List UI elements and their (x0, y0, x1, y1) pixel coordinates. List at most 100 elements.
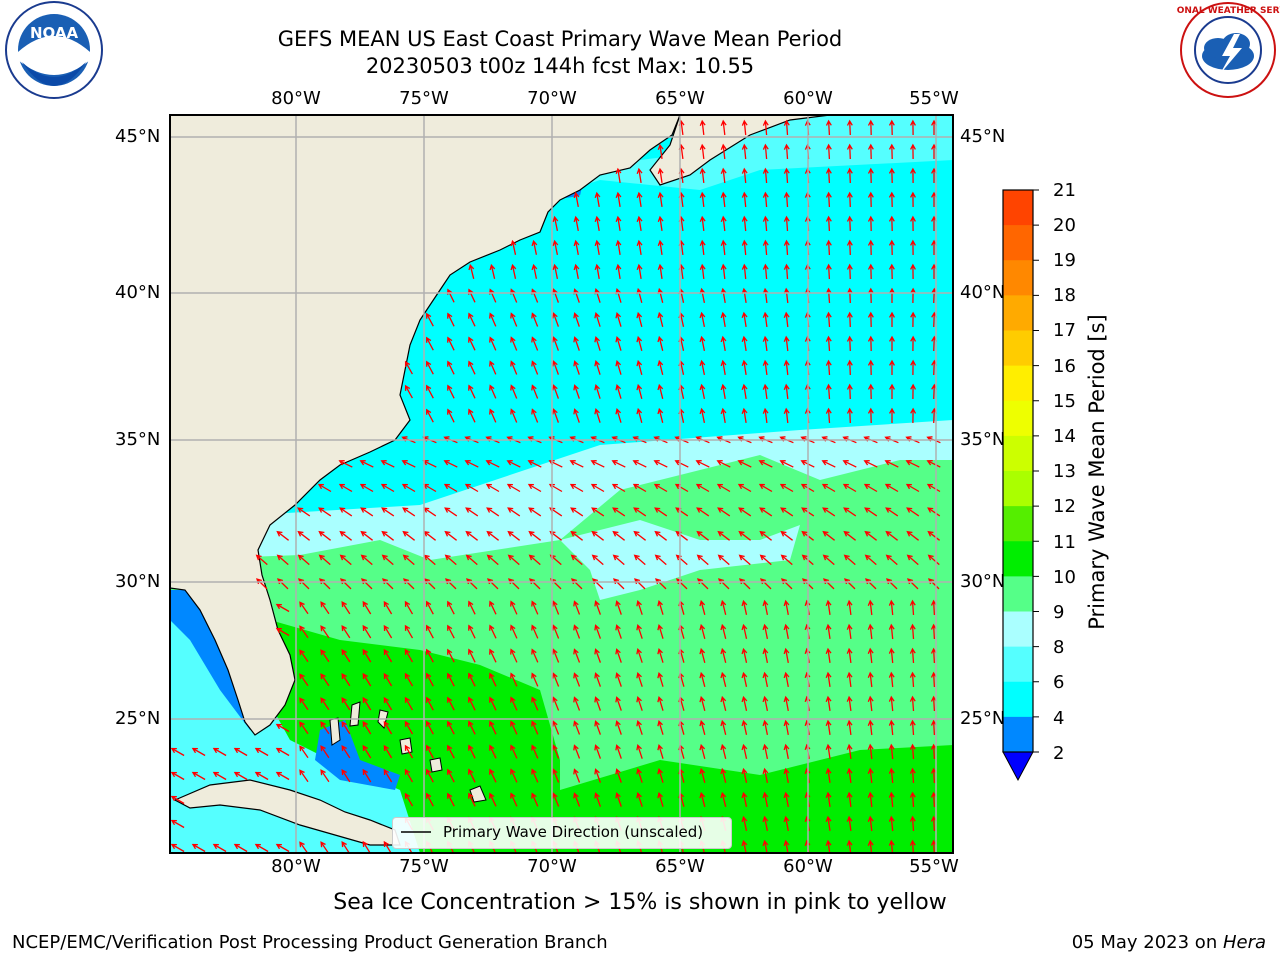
wave-arrow (615, 215, 622, 232)
wave-arrow (699, 407, 706, 424)
wave-arrow (699, 263, 706, 279)
wave-arrow (489, 672, 497, 687)
wave-arrow (758, 483, 773, 493)
wave-arrow (489, 696, 497, 711)
wave-arrow (843, 530, 856, 541)
nova-scotia-land (649, 115, 831, 186)
wave-arrow (888, 599, 895, 616)
wave-arrow (884, 483, 899, 493)
wave-arrow (825, 263, 832, 280)
wave-arrow (762, 671, 769, 688)
wave-arrow (699, 599, 706, 615)
wave-arrow (573, 672, 581, 687)
wave-arrow (212, 771, 227, 781)
wave-arrow (720, 599, 727, 615)
wave-arrow (888, 647, 895, 664)
wave-arrow (404, 744, 414, 759)
cbar-tick-6: 6 (1053, 672, 1065, 693)
wave-arrow (657, 215, 664, 231)
wave-arrow (926, 460, 941, 468)
wave-arrow (657, 600, 664, 615)
wave-arrow (425, 792, 434, 807)
wave-arrow (425, 624, 434, 639)
wave-arrow (401, 483, 416, 493)
wave-arrow (762, 287, 769, 303)
wave-arrow (825, 359, 832, 376)
wave-arrow (383, 672, 393, 687)
wave-arrow (612, 530, 625, 541)
wave-arrow (720, 647, 727, 663)
wave-arrow (825, 287, 832, 304)
gridlines (170, 115, 953, 853)
wave-arrow (320, 721, 330, 735)
wave-arrow (383, 768, 393, 783)
wave-arrow (720, 335, 727, 352)
wave-arrow (783, 287, 790, 304)
wave-arrow (297, 530, 310, 541)
wave-arrow (552, 360, 560, 375)
wave-arrow (425, 720, 434, 735)
wave-arrow (426, 360, 434, 375)
wave-arrow (741, 743, 748, 759)
wave-arrow (846, 647, 853, 663)
wave-arrow (275, 843, 290, 853)
wave-arrow (299, 841, 309, 853)
lat-label-25n-left: 25°N (115, 708, 161, 729)
wave-arrow (426, 336, 434, 351)
wave-arrow (594, 744, 602, 759)
wave-arrow (636, 359, 643, 375)
wave-arrow (783, 335, 790, 352)
wave-arrow (657, 359, 664, 375)
wave-arrow (889, 383, 895, 399)
cbar-tick-14: 14 (1053, 426, 1076, 447)
wave-arrow (531, 672, 539, 687)
wave-arrow (447, 768, 455, 783)
wave-arrow (212, 843, 227, 853)
wave-arrow (552, 384, 560, 399)
wave-arrow (636, 383, 643, 399)
wave-arrow (888, 215, 895, 232)
wave-arrow (863, 460, 878, 468)
wave-arrow (276, 530, 289, 541)
colorbar-swatch (1003, 190, 1033, 226)
wave-arrow (510, 360, 518, 375)
wave-arrow (510, 744, 518, 759)
wave-arrow (825, 791, 832, 807)
wave-arrow (383, 744, 393, 759)
cbar-tick-20: 20 (1053, 215, 1076, 236)
wave-arrow (636, 263, 643, 280)
date-prefix: 05 May 2023 on (1071, 932, 1223, 953)
wave-arrow (510, 336, 518, 351)
cbar-tick-17: 17 (1053, 320, 1076, 341)
wave-arrow (825, 671, 832, 687)
wave-arrow (510, 624, 518, 639)
wave-arrow (741, 383, 748, 400)
wave-arrow (531, 720, 539, 735)
wave-arrow (846, 407, 853, 424)
colorbar-swatch (1003, 260, 1033, 296)
wave-arrow (910, 119, 916, 136)
wave-arrow (594, 648, 602, 663)
wave-arrow (552, 600, 560, 615)
wave-arrow (170, 795, 185, 805)
lat-label-25n-right: 25°N (960, 708, 1006, 729)
wave-arrow (699, 647, 706, 663)
wave-arrow (552, 239, 559, 256)
wave-arrow (741, 119, 748, 136)
wave-arrow (339, 530, 352, 541)
wave-arrow (825, 119, 832, 136)
wave-arrow (468, 360, 476, 375)
wave-arrow (447, 792, 455, 807)
wave-arrow (338, 460, 353, 468)
wave-arrow (362, 624, 372, 639)
wave-arrow (657, 696, 664, 711)
wave-arrow (888, 815, 895, 832)
wave-arrow (510, 312, 518, 327)
wave-arrow (699, 335, 706, 352)
wave-arrow (825, 167, 832, 184)
lat-label-35n-left: 35°N (115, 429, 161, 450)
wave-arrow (825, 191, 832, 208)
wave-arrow (741, 791, 748, 807)
wave-arrow (889, 311, 895, 327)
